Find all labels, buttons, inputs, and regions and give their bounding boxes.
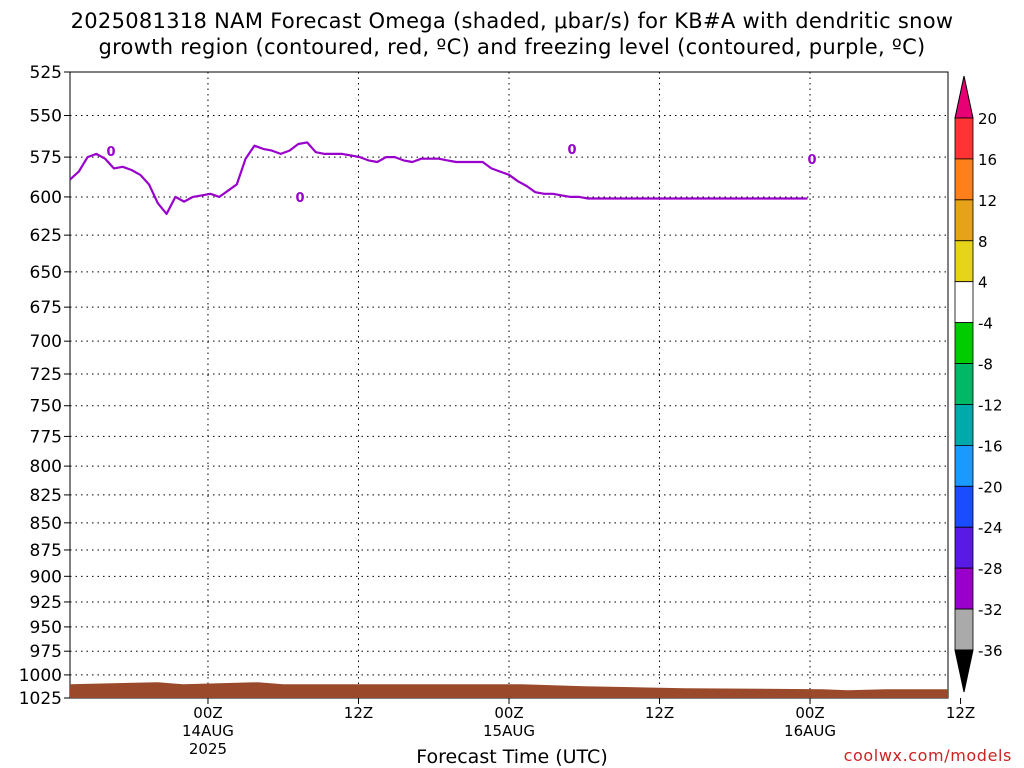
x-tick-label: 00Z [494, 704, 523, 722]
y-tick-label: 700 [30, 332, 62, 352]
y-tick-label: 1025 [19, 689, 62, 709]
colorbar-label: 20 [978, 110, 997, 128]
colorbar-swatch [954, 240, 974, 283]
contour-label: 0 [106, 145, 115, 160]
colorbar-swatch [954, 117, 974, 160]
colorbar: 20 16 12 8 4 -4 -8 -12 -16 -20 -24 -28 -32 -36 [954, 75, 1003, 693]
colorbar-swatch [954, 158, 974, 201]
terrain-surface [70, 682, 948, 698]
freezing-level-line [69, 141, 808, 215]
plot-area [69, 71, 949, 699]
y-tick-label: 825 [30, 486, 62, 506]
colorbar-label: -28 [978, 560, 1003, 578]
colorbar-label: -24 [978, 519, 1003, 537]
contour-label-bg [106, 144, 116, 158]
contour-label: 0 [807, 153, 816, 168]
colorbar-swatch [954, 567, 974, 610]
x-tick-label: 12Z [344, 704, 373, 722]
y-tick-label: 950 [30, 618, 62, 638]
colorbar-label: -12 [978, 396, 1003, 414]
y-tick-label: 900 [30, 567, 62, 587]
colorbar-label: -16 [978, 437, 1003, 455]
y-tick-label: 625 [30, 226, 62, 246]
x-tick-date: 15AUG [483, 722, 535, 740]
contour-label: 0 [295, 191, 304, 206]
freezing-level-series: 0 0 0 0 [69, 141, 817, 215]
y-tick-label: 850 [30, 514, 62, 534]
y-tick-label: 575 [30, 148, 62, 168]
y-tick-label: 675 [30, 298, 62, 318]
x-tick-year: 2025 [189, 740, 227, 758]
colorbar-top-arrow [954, 75, 974, 119]
contour-label-bg [807, 152, 817, 166]
colorbar-swatch [954, 608, 974, 651]
x-tick-label: 00Z [795, 704, 824, 722]
y-tick-label: 1000 [19, 666, 62, 686]
colorbar-label: 12 [978, 192, 997, 210]
chart-title-line-2: growth region (contoured, red, ºC) and f… [98, 35, 926, 59]
y-tick-label: 775 [30, 427, 62, 447]
x-axis-label: Forecast Time (UTC) [416, 746, 608, 768]
colorbar-swatch [954, 322, 974, 364]
terrain-fill [70, 682, 948, 698]
y-tick-label: 600 [30, 188, 62, 208]
colorbar-swatch [954, 444, 974, 487]
colorbar-label: -32 [978, 601, 1003, 619]
colorbar-label: 16 [978, 151, 997, 169]
chart-title: 2025081318 NAM Forecast Omega (shaded, μ… [0, 8, 1024, 60]
contour-label-bg [567, 142, 577, 156]
colorbar-label: -20 [978, 478, 1003, 496]
y-tick-label: 800 [30, 457, 62, 477]
colorbar-swatch [954, 485, 974, 528]
x-tick-date: 16AUG [784, 722, 836, 740]
colorbar-label: -8 [978, 356, 993, 374]
grid [70, 71, 948, 699]
colorbar-label: 8 [978, 233, 988, 251]
y-tick-label: 925 [30, 593, 62, 613]
y-tick-label: 725 [30, 365, 62, 385]
colorbar-swatch [954, 363, 974, 405]
y-tick-label: 975 [30, 642, 62, 662]
colorbar-swatch [954, 281, 974, 324]
colorbar-label: -36 [978, 642, 1003, 660]
colorbar-label: 4 [978, 274, 988, 292]
y-tick-label: 875 [30, 541, 62, 561]
x-tick-label: 12Z [946, 704, 975, 722]
x-tick-label: 00Z [193, 704, 222, 722]
contour-label-bg [295, 190, 305, 204]
y-tick-label: 525 [30, 63, 62, 83]
y-tick-label: 550 [30, 107, 62, 127]
colorbar-swatch [954, 526, 974, 569]
y-tick-label: 750 [30, 397, 62, 417]
x-tick-label: 12Z [645, 704, 674, 722]
colorbar-label: -4 [978, 315, 993, 333]
colorbar-bottom-arrow [954, 649, 974, 693]
contour-label: 0 [567, 143, 576, 158]
x-tick-date: 14AUG [182, 722, 234, 740]
source-credit: coolwx.com/models [843, 746, 1012, 765]
colorbar-swatch [954, 199, 974, 242]
chart-title-line-1: 2025081318 NAM Forecast Omega (shaded, μ… [70, 9, 954, 33]
colorbar-swatch [954, 404, 974, 446]
x-axis: 00Z14AUG202512Z00Z15AUG12Z00Z16AUG12Z00Z… [182, 698, 975, 758]
y-axis: 525 550 575 600 625 650 675 700 725 750 775 800 825 8… [19, 63, 70, 709]
plot-border [69, 71, 949, 699]
y-tick-label: 650 [30, 263, 62, 283]
